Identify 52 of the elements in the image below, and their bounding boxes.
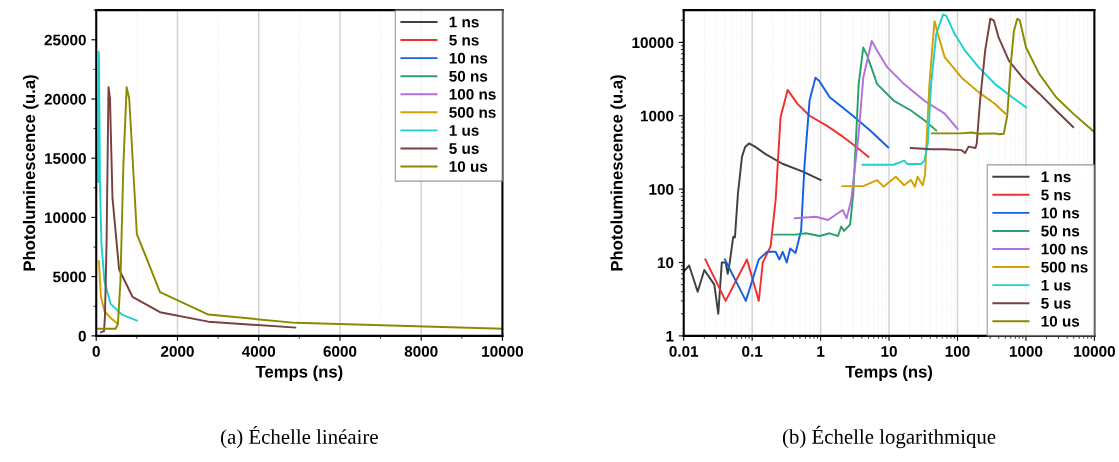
legend-label: 50 ns [449,70,488,82]
x-tick-label: 0.01 [669,346,699,357]
legend-label: 5 ns [1041,189,1071,201]
legend-label: 500 ns [1041,261,1088,273]
legend-label: 10 us [449,161,488,172]
y-tick-label: 1 [666,330,674,342]
y-tick-label: 25000 [44,34,86,46]
legend-label: 10 ns [1041,207,1080,219]
legend-label: 5 us [1041,298,1071,309]
x-axis-title: Temps (ns) [255,365,343,381]
legend-label: 100 ns [1041,243,1088,255]
text: (a) Échelle linéaire [221,425,378,449]
y-tick-label: 20000 [44,93,86,105]
x-tick-label: 0 [92,346,100,357]
x-tick-label: 8000 [404,346,438,357]
x-tick-label: 0.1 [742,346,763,357]
line-series [97,260,118,324]
y-axis-title: Photoluminescence (u.a) [610,75,626,271]
x-tick-label: 1 [817,346,825,357]
line-series [97,50,138,322]
y-tick-label: 15000 [44,153,86,164]
y-tick-label: 10000 [632,37,674,49]
line-series [99,86,297,334]
line-series [96,86,503,330]
y-axis-title: Photoluminescence (u.a) [22,75,39,271]
x-tick-label: 10000 [482,346,524,357]
legend-label: 100 ns [449,88,496,100]
x-axis-title: Temps (ns) [845,365,933,381]
x-tick-label: 100 [945,346,970,357]
y-tick-label: 5000 [53,271,86,283]
legend-label: 1 ns [449,16,479,28]
legend-label: 5 ns [449,34,479,46]
legend-label: 500 ns [449,106,496,118]
x-tick-label: 1000 [1009,346,1043,357]
x-tick-label: 6000 [323,346,357,357]
x-tick-label: 4000 [241,346,276,357]
y-tick-label: 100 [649,184,674,195]
legend-label: 50 ns [1041,225,1080,237]
legend-label: 5 us [449,143,479,154]
x-tick-label: 10 [881,346,897,357]
legend-label: 1 ns [1041,171,1071,183]
y-tick-label: 0 [78,330,86,342]
y-tick-label: 10000 [44,212,86,224]
text: (b) Échelle logarithmique [782,425,996,449]
legend-label: 10 us [1041,315,1080,327]
legend-label: 1 us [449,125,479,136]
x-tick-label: 10000 [1074,346,1115,357]
y-tick-label: 10 [657,257,674,269]
x-tick-label: 2000 [161,346,194,357]
legend-label: 10 ns [449,52,488,64]
y-tick-label: 1000 [640,110,674,122]
legend-label: 1 us [1041,279,1071,291]
